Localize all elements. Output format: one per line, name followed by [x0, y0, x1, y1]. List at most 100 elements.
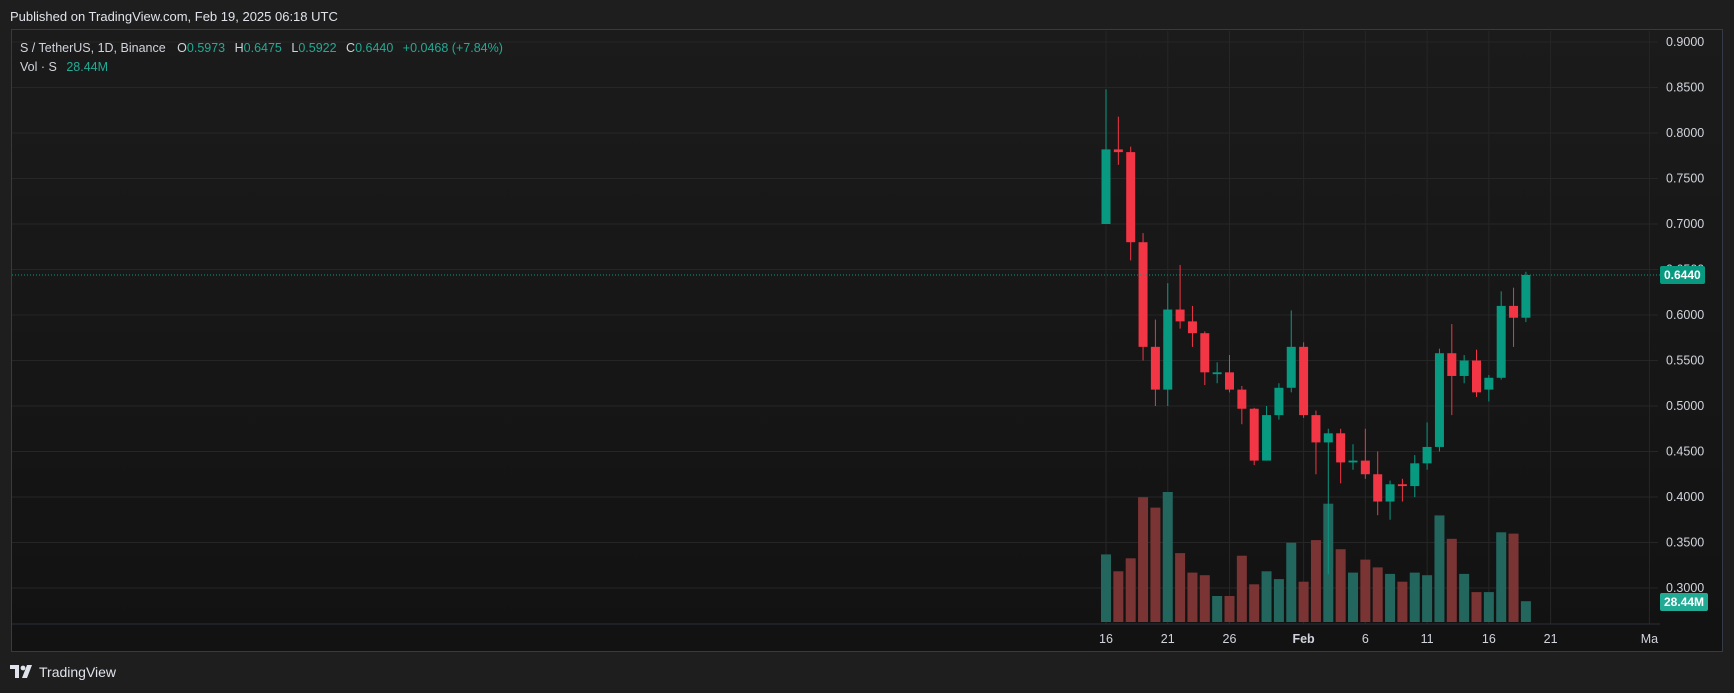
close-key: C: [346, 41, 356, 55]
price-tick-label: 0.3500: [1666, 536, 1704, 550]
time-axis: 16 21 26 Feb 6 11 16 21 Ma: [1099, 632, 1658, 646]
candle-body[interactable]: [1175, 309, 1185, 322]
volume-bar: [1261, 571, 1272, 622]
candle-body[interactable]: [1262, 415, 1272, 461]
candle-body[interactable]: [1126, 152, 1136, 243]
volume-bar: [1199, 575, 1210, 622]
symbol-label: S / TetherUS, 1D, Binance: [20, 41, 166, 55]
candle-body[interactable]: [1150, 346, 1160, 390]
price-tick-label: 0.8500: [1666, 81, 1704, 95]
price-tick-label: 0.5500: [1666, 354, 1704, 368]
volume-bar: [1224, 596, 1235, 622]
last-price-badge: 0.6440: [1660, 265, 1705, 284]
candle-body[interactable]: [1348, 460, 1358, 463]
price-tick-label: 0.4500: [1666, 445, 1704, 459]
volume-bar: [1348, 572, 1358, 622]
published-caption: Published on TradingView.com, Feb 19, 20…: [10, 9, 338, 24]
volume-bar: [1397, 581, 1408, 622]
volume-bars: [1101, 492, 1531, 622]
candle-body[interactable]: [1101, 149, 1111, 224]
low-key: L: [291, 41, 299, 55]
volume-bar: [1286, 542, 1297, 622]
volume-bar: [1150, 507, 1161, 622]
candle-body[interactable]: [1496, 305, 1506, 378]
volume-bar: [1310, 540, 1321, 622]
volume-bar: [1249, 584, 1260, 622]
candle-body[interactable]: [1237, 389, 1247, 409]
candle-body[interactable]: [1484, 377, 1494, 390]
candle-body[interactable]: [1434, 353, 1444, 447]
volume-bar: [1113, 571, 1124, 622]
volume-bar: [1422, 575, 1433, 622]
volume-bar: [1236, 555, 1247, 622]
candle-body[interactable]: [1249, 408, 1259, 461]
candle-body[interactable]: [1472, 360, 1481, 393]
volume-bar: [1175, 553, 1186, 622]
candle-body[interactable]: [1225, 372, 1234, 390]
ohlc-row: S / TetherUS, 1D, Binance O0.5973 H0.647…: [20, 39, 503, 58]
volume-bar: [1434, 515, 1445, 622]
high-key: H: [234, 41, 244, 55]
volume-label: Vol · S: [20, 60, 57, 74]
time-tick-label: 21: [1544, 632, 1558, 646]
candle-body[interactable]: [1299, 346, 1309, 416]
volume-bar: [1101, 554, 1111, 622]
time-tick-label: Ma: [1641, 632, 1658, 646]
price-tick-label: 0.7000: [1666, 217, 1704, 231]
price-axis: 0.90000.85000.80000.75000.70000.65000.60…: [1666, 35, 1704, 595]
volume-bar: [1298, 581, 1309, 622]
tradingview-logo-icon: [10, 665, 32, 678]
volume-bar: [1483, 592, 1494, 622]
candle-body[interactable]: [1200, 333, 1210, 373]
volume-bar: [1138, 497, 1149, 622]
change-value: +0.0468 (+7.84%): [402, 41, 503, 55]
candle-body[interactable]: [1509, 305, 1519, 318]
candle-body[interactable]: [1373, 474, 1383, 502]
candle-body[interactable]: [1385, 484, 1395, 502]
footer-brand-label: TradingView: [39, 664, 117, 680]
time-tick-label: 11: [1421, 632, 1434, 646]
volume-bar: [1125, 558, 1136, 622]
candle-body[interactable]: [1311, 415, 1321, 443]
time-tick-label: Feb: [1292, 632, 1315, 646]
volume-row: Vol · S 28.44M: [20, 58, 503, 77]
volume-bar: [1409, 572, 1420, 622]
candle-body[interactable]: [1459, 360, 1469, 376]
open-value: 0.5973: [186, 41, 226, 55]
candle-body[interactable]: [1447, 353, 1457, 376]
high-value: 0.6475: [243, 41, 282, 55]
candle-body[interactable]: [1323, 433, 1333, 443]
price-tick-label: 0.8000: [1666, 126, 1704, 140]
time-tick-label: 16: [1482, 632, 1496, 646]
price-tick-label: 0.5000: [1666, 399, 1704, 413]
candle-body[interactable]: [1397, 484, 1407, 487]
candle-body[interactable]: [1138, 242, 1148, 347]
volume-bar: [1187, 572, 1198, 622]
candle-body[interactable]: [1286, 346, 1296, 388]
candle-body[interactable]: [1336, 433, 1346, 463]
candle-body[interactable]: [1187, 321, 1197, 334]
candle-body[interactable]: [1212, 372, 1222, 375]
volume-bar: [1273, 579, 1284, 622]
close-value: 0.6440: [355, 41, 394, 55]
candle-body[interactable]: [1410, 463, 1420, 487]
time-tick-label: 26: [1223, 632, 1237, 646]
candle-body[interactable]: [1113, 149, 1123, 153]
volume-bar: [1372, 567, 1383, 622]
candle-body[interactable]: [1360, 460, 1370, 475]
candle-body[interactable]: [1521, 274, 1531, 318]
chart-legend: S / TetherUS, 1D, Binance O0.5973 H0.647…: [20, 39, 503, 77]
low-value: 0.5922: [298, 41, 337, 55]
last-volume-badge: 28.44M: [1660, 593, 1709, 611]
footer-brand[interactable]: TradingView: [10, 664, 116, 680]
volume-bar: [1212, 596, 1223, 622]
candle-body[interactable]: [1422, 446, 1432, 464]
price-tick-label: 0.7500: [1666, 172, 1704, 186]
candles: [1101, 89, 1531, 575]
candle-body[interactable]: [1163, 309, 1173, 390]
candle-body[interactable]: [1274, 387, 1284, 416]
time-tick-label: 16: [1099, 632, 1113, 646]
volume-bar: [1471, 592, 1482, 622]
volume-bar: [1385, 573, 1396, 622]
